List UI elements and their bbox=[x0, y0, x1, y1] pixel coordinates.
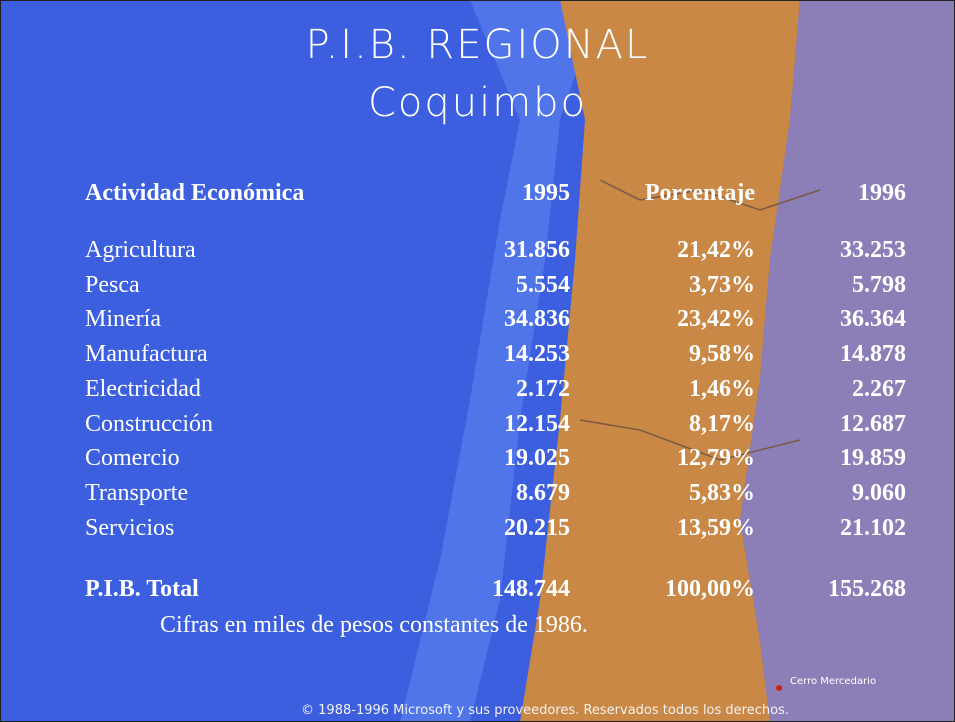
row-label: Construcción bbox=[85, 410, 415, 438]
row-label: Transporte bbox=[85, 479, 415, 507]
cell-value: 12.154 bbox=[420, 410, 570, 438]
row-label: Minería bbox=[85, 305, 415, 333]
row-label: Electricidad bbox=[85, 375, 415, 403]
cell-value: 13,59% bbox=[590, 514, 755, 542]
cell-value: 23,42% bbox=[590, 305, 755, 333]
cell-value: 20.215 bbox=[420, 514, 570, 542]
copyright: © 1988-1996 Microsoft y sus proveedores.… bbox=[0, 703, 955, 718]
cell-value: 2.172 bbox=[420, 375, 570, 403]
row-label: Manufactura bbox=[85, 340, 415, 368]
cell-value: 34.836 bbox=[420, 305, 570, 333]
cell-value: 3,73% bbox=[590, 271, 755, 299]
cell-value: 21.102 bbox=[760, 514, 906, 542]
row-label: Agricultura bbox=[85, 236, 415, 264]
total-label: P.I.B. Total bbox=[85, 575, 415, 603]
cell-value: 8,17% bbox=[590, 410, 755, 438]
cell-value: 21,42% bbox=[590, 236, 755, 264]
cell-value: 12.687 bbox=[760, 410, 906, 438]
subtitle: Coquimbo bbox=[0, 80, 955, 126]
column-header: Actividad Económica bbox=[85, 179, 415, 207]
cell-value: 14.878 bbox=[760, 340, 906, 368]
cell-value: 9.060 bbox=[760, 479, 906, 507]
note: Cifras en miles de pesos constantes de 1… bbox=[160, 611, 588, 639]
total-value: 148.744 bbox=[420, 575, 570, 603]
cell-value: 36.364 bbox=[760, 305, 906, 333]
column-header: 1996 bbox=[760, 179, 906, 207]
cell-value: 33.253 bbox=[760, 236, 906, 264]
cell-value: 19.859 bbox=[760, 444, 906, 472]
column-header: Porcentaje bbox=[590, 179, 755, 207]
title: P.I.B. REGIONAL bbox=[0, 22, 955, 68]
row-label: Comercio bbox=[85, 444, 415, 472]
cell-value: 9,58% bbox=[590, 340, 755, 368]
cell-value: 5.798 bbox=[760, 271, 906, 299]
cell-value: 19.025 bbox=[420, 444, 570, 472]
cell-value: 12,79% bbox=[590, 444, 755, 472]
cell-value: 1,46% bbox=[590, 375, 755, 403]
column-header: 1995 bbox=[420, 179, 570, 207]
total-value: 155.268 bbox=[760, 575, 906, 603]
cell-value: 14.253 bbox=[420, 340, 570, 368]
row-label: Servicios bbox=[85, 514, 415, 542]
map-label: Cerro Mercedario bbox=[790, 676, 860, 687]
cell-value: 8.679 bbox=[420, 479, 570, 507]
cell-value: 5,83% bbox=[590, 479, 755, 507]
total-value: 100,00% bbox=[590, 575, 755, 603]
slide: P.I.B. REGIONAL Coquimbo Actividad Econó… bbox=[0, 0, 955, 722]
cell-value: 31.856 bbox=[420, 236, 570, 264]
cell-value: 5.554 bbox=[420, 271, 570, 299]
row-label: Pesca bbox=[85, 271, 415, 299]
cell-value: 2.267 bbox=[760, 375, 906, 403]
